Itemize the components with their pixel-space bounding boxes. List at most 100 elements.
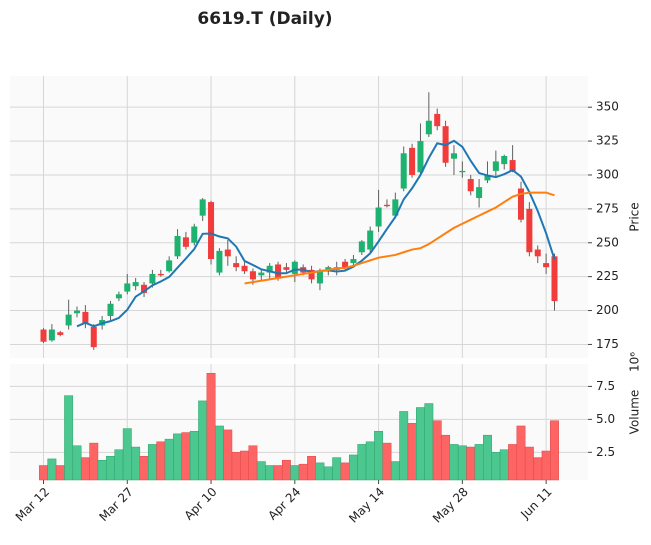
x-tick-label: Jun 11 bbox=[517, 485, 554, 522]
candle-body bbox=[82, 311, 89, 325]
candle-body bbox=[517, 188, 525, 220]
candle-body bbox=[124, 283, 131, 292]
candle-body bbox=[249, 271, 256, 280]
volume-bar bbox=[80, 457, 90, 481]
volume-tick-label: 7.5 bbox=[596, 379, 615, 393]
volume-bar bbox=[106, 456, 115, 481]
candle-body bbox=[417, 141, 424, 173]
candle-body bbox=[484, 174, 491, 181]
candle-body bbox=[358, 241, 365, 253]
candle-body bbox=[191, 226, 198, 243]
volume-bar bbox=[541, 450, 551, 481]
candle-body bbox=[308, 269, 315, 280]
volume-bar bbox=[365, 441, 375, 481]
volume-bar bbox=[332, 457, 342, 481]
candle-body bbox=[65, 314, 72, 326]
candle-body bbox=[434, 113, 441, 127]
volume-bar bbox=[156, 441, 166, 481]
volume-bar bbox=[97, 459, 107, 481]
y-tick-label: 250 bbox=[596, 235, 619, 249]
candle-body bbox=[258, 272, 265, 276]
volume-bar bbox=[189, 430, 199, 481]
volume-bar bbox=[240, 450, 249, 481]
y-tick-label: 175 bbox=[596, 337, 619, 351]
candle-body bbox=[283, 267, 290, 270]
volume-bar bbox=[64, 395, 74, 481]
volume-bar bbox=[382, 442, 392, 481]
volume-bar bbox=[164, 438, 174, 481]
chart-title: 6619.T (Daily) bbox=[197, 9, 332, 29]
volume-bar bbox=[214, 425, 224, 481]
candle-body bbox=[375, 207, 382, 227]
volume-bar bbox=[432, 420, 442, 481]
volume-bar bbox=[457, 445, 467, 481]
volume-bar bbox=[323, 466, 333, 481]
candle-body bbox=[526, 208, 533, 253]
volume-bar bbox=[416, 407, 425, 481]
moving-average-line bbox=[244, 191, 555, 285]
volume-bar bbox=[340, 462, 350, 481]
candle-body bbox=[57, 332, 64, 335]
volume-bar bbox=[550, 420, 559, 481]
volume-bar bbox=[424, 403, 434, 481]
volume-bar bbox=[533, 457, 543, 481]
candle-body bbox=[425, 120, 432, 135]
candle-body bbox=[141, 284, 148, 293]
volume-bar bbox=[441, 434, 451, 481]
volume-bar bbox=[491, 452, 501, 481]
y-axis-label: Price bbox=[628, 202, 642, 231]
candle-body bbox=[400, 153, 407, 189]
volume-bar bbox=[114, 449, 124, 481]
volume-bar bbox=[248, 445, 258, 481]
volume-bar bbox=[39, 465, 48, 481]
candle-body bbox=[383, 204, 390, 207]
y-tick-label: 225 bbox=[596, 269, 619, 283]
volume-bar bbox=[206, 372, 216, 481]
candle-body bbox=[157, 273, 164, 276]
candle-body bbox=[73, 310, 81, 314]
candle-body bbox=[275, 264, 282, 279]
volume-bar bbox=[47, 458, 57, 481]
volume-bar bbox=[122, 428, 132, 481]
x-tick-label: Mar 27 bbox=[96, 485, 135, 524]
candle-body bbox=[543, 263, 550, 268]
candle-body bbox=[40, 329, 47, 342]
volume-bar bbox=[290, 465, 300, 481]
volume-bar bbox=[256, 461, 266, 481]
candle-body bbox=[182, 237, 189, 247]
volume-bar bbox=[281, 459, 291, 481]
x-tick-label: May 28 bbox=[430, 485, 471, 526]
candle-body bbox=[534, 249, 541, 257]
candle-body bbox=[291, 261, 298, 274]
candle-body bbox=[266, 265, 273, 273]
volume-tick-label: 2.5 bbox=[596, 445, 615, 459]
volume-bar bbox=[499, 449, 509, 481]
candle-body bbox=[115, 294, 122, 299]
volume-bar bbox=[374, 430, 384, 481]
x-tick-label: Mar 12 bbox=[13, 485, 52, 524]
candle-body bbox=[350, 259, 357, 264]
candle-body bbox=[149, 273, 156, 284]
candle-body bbox=[316, 271, 323, 284]
y-tick-label: 200 bbox=[596, 303, 619, 317]
candle-body bbox=[551, 256, 558, 302]
candle-body bbox=[208, 202, 215, 260]
volume-bar bbox=[349, 454, 358, 481]
volume-bar bbox=[72, 445, 82, 481]
candle-body bbox=[509, 160, 516, 171]
volume-bar bbox=[223, 429, 233, 481]
volume-bar bbox=[508, 444, 518, 481]
volume-tick-label: 5.0 bbox=[596, 412, 615, 426]
volume-bar bbox=[131, 446, 141, 481]
volume-bar bbox=[390, 461, 400, 481]
volume-axis-label: Volume bbox=[628, 390, 642, 435]
volume-bar bbox=[147, 444, 157, 481]
volume-bar bbox=[231, 452, 241, 481]
candle-body bbox=[392, 199, 399, 216]
candle-body bbox=[409, 147, 416, 175]
candle-body bbox=[166, 260, 173, 272]
y-tick-label: 325 bbox=[596, 134, 619, 148]
x-tick-label: Apr 24 bbox=[265, 485, 303, 523]
candle-body bbox=[367, 230, 374, 250]
